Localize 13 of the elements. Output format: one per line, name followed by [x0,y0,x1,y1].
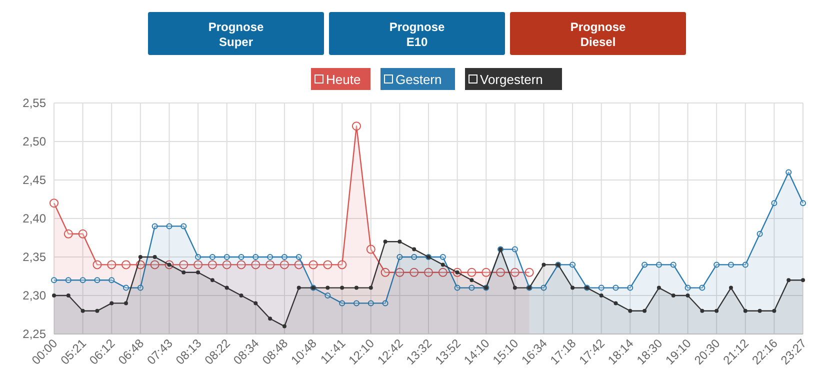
y-tick-label: 2,25 [22,327,46,341]
y-tick-label: 2,45 [22,173,46,187]
legend-label: Heute [326,72,361,87]
legend-label: Gestern [396,72,442,87]
y-tick-label: 2,35 [22,250,46,264]
y-tick-label: 2,50 [22,134,46,148]
y-tick-label: 2,30 [22,288,46,302]
text: Prognose E10 [389,20,445,49]
y-tick-label: 2,40 [22,212,46,226]
text: Prognose Super [208,20,264,49]
legend-label: Vorgestern [480,72,543,87]
text: Prognose Diesel [570,20,626,49]
y-tick-label: 2,55 [22,96,46,110]
